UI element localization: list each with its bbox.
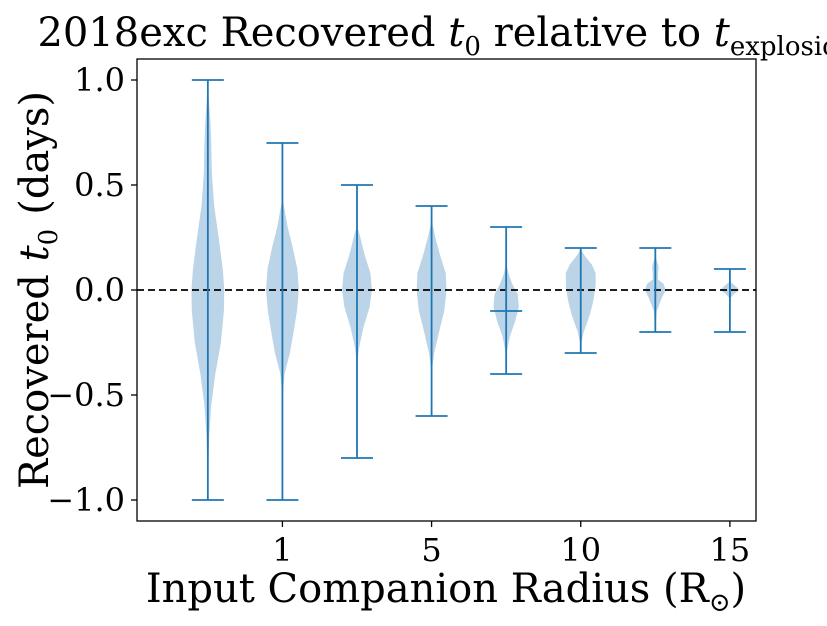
y-axis-label: Recovered t0(days) (12, 91, 64, 489)
y-tick-label-1: 0.5 (74, 166, 125, 204)
x-axis-label: Input Companion Radius (R⊙) (146, 566, 746, 618)
x-tick-label-3: 15 (710, 531, 751, 569)
y-tick-label-2: 0.0 (74, 271, 125, 309)
plot-frame (136, 58, 757, 522)
x-tick-label-2: 10 (560, 531, 601, 569)
y-tick-label-0: 1.0 (74, 61, 125, 99)
y-tick-label-3: −0.5 (47, 376, 125, 414)
x-tick-label-1: 5 (421, 531, 441, 569)
chart-title: 2018exc Recovered t0 relative to texplos… (37, 10, 827, 62)
x-tick-label-0: 1 (272, 531, 292, 569)
y-tick-label-4: −1.0 (47, 481, 125, 519)
